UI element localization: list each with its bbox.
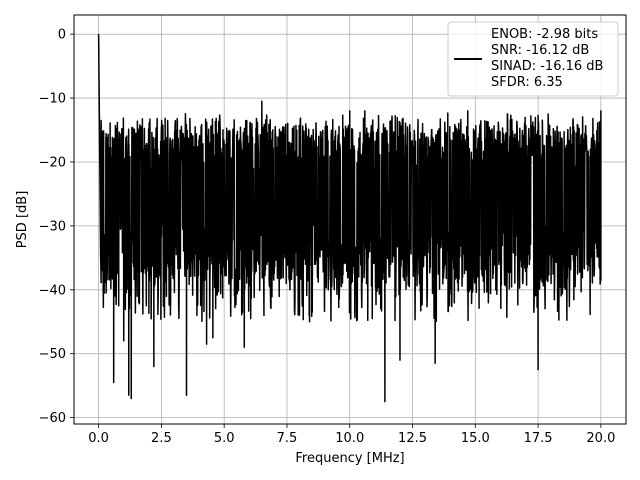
legend-box: [447, 21, 619, 97]
x-tick-label: 10.0: [335, 431, 364, 446]
x-tick-label: 0.0: [88, 431, 109, 446]
x-tick-label: 17.5: [524, 431, 553, 446]
legend-sinad: SINAD: -16.16 dB: [491, 59, 603, 74]
x-tick-label: 2.5: [151, 431, 172, 446]
y-tick-label: −20: [39, 155, 66, 170]
y-tick-label: −60: [39, 411, 66, 426]
legend-enob: ENOB: -2.98 bits: [491, 27, 598, 42]
y-axis-label: PSD [dB]: [15, 191, 30, 249]
x-tick-label: 15.0: [461, 431, 490, 446]
y-tick-label: −50: [39, 347, 66, 362]
legend: ENOB: -2.98 bits SNR: -16.12 dB SINAD: -…: [447, 21, 619, 97]
x-tick-label: 7.5: [277, 431, 298, 446]
psd-series-line: [97, 34, 602, 403]
x-tick-label: 20.0: [586, 431, 615, 446]
x-tick-label: 5.0: [214, 431, 235, 446]
ticks: 0.0 2.5 5.0 7.5 10.0 12.5 15.0 17.5 20.0 0 −10 −20 −…: [39, 28, 616, 446]
x-tick-label: 12.5: [398, 431, 427, 446]
legend-snr: SNR: -16.12 dB: [491, 43, 589, 58]
y-tick-label: −30: [39, 219, 66, 234]
legend-sfdr: SFDR: 6.35: [491, 75, 563, 90]
plot-area: [97, 34, 602, 403]
y-tick-label: −40: [39, 283, 66, 298]
y-tick-label: 0: [58, 28, 66, 43]
x-axis-label: Frequency [MHz]: [295, 451, 404, 466]
y-tick-label: −10: [39, 92, 66, 107]
